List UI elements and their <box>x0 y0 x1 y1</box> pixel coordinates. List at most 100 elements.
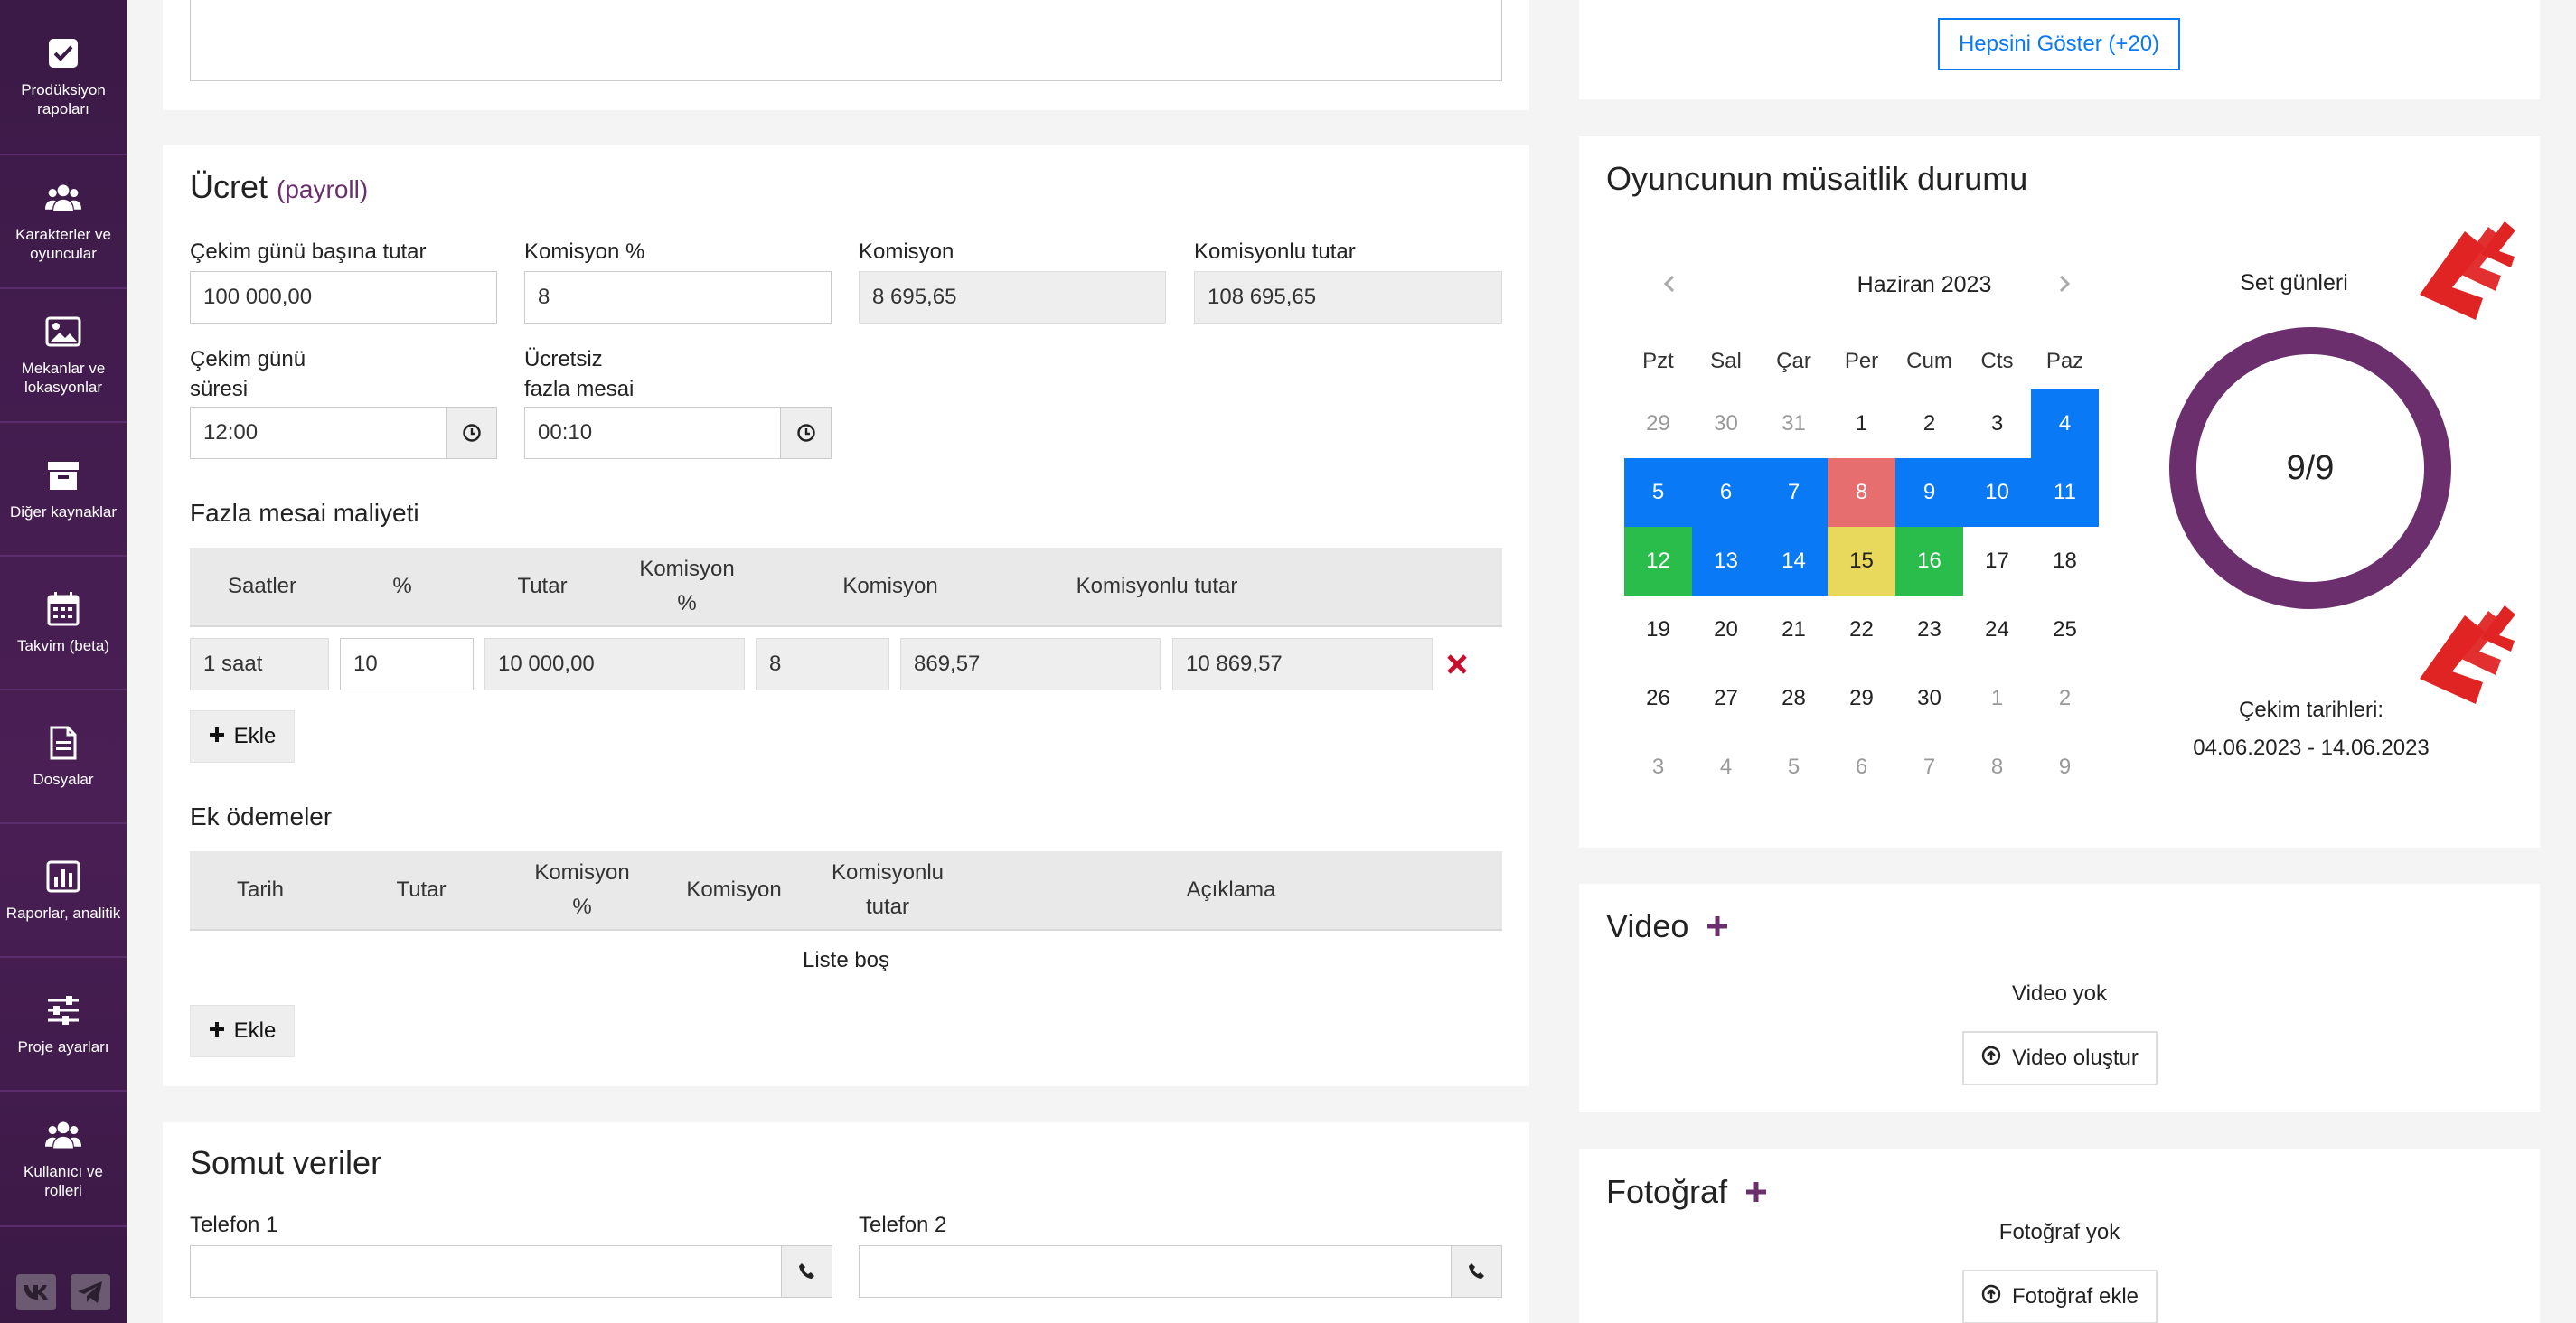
overtime-commission: 869,57 <box>900 638 1161 690</box>
phone2-input[interactable] <box>859 1245 1502 1298</box>
payroll-panel: Ücret (payroll) Çekim günü başına tutar … <box>163 145 1529 1086</box>
duration-input[interactable]: 12:00 <box>190 407 497 459</box>
calendar-day[interactable]: 11 <box>2031 458 2099 527</box>
calendar-day[interactable]: 14 <box>1760 527 1828 596</box>
sidebar: Prodüksiyon rapoları Karakterler ve oyun… <box>0 0 127 1323</box>
photo-empty: Fotoğraf yok <box>1998 1220 2120 1244</box>
overtime-commission-pct: 8 <box>756 638 889 690</box>
chevron-left-icon[interactable] <box>1660 274 1680 294</box>
free-overtime-input[interactable]: 00:10 <box>524 407 832 459</box>
calendar-day[interactable]: 5 <box>1787 755 1800 779</box>
calendar-day[interactable]: 4 <box>2031 389 2099 458</box>
calendar-day[interactable]: 16 <box>1895 527 1963 596</box>
availability-title: Oyuncunun müsaitlik durumu <box>1606 160 2028 197</box>
calendar-day[interactable]: 26 <box>1646 686 1670 710</box>
contact-title: Somut veriler <box>190 1144 382 1181</box>
nav-project-settings[interactable]: Proje ayarları <box>0 958 127 1092</box>
add-extra-payment-button[interactable]: Ekle <box>190 1005 295 1057</box>
calendar-weekday: Sal <box>1710 349 1742 373</box>
calendar-weekday: Çar <box>1776 349 1811 373</box>
calendar-day[interactable]: 22 <box>1849 617 1874 642</box>
calendar-weekday: Per <box>1844 349 1879 373</box>
calendar-day[interactable]: 1 <box>1990 686 2004 710</box>
calendar-day[interactable]: 19 <box>1646 617 1670 642</box>
payroll-title: Ücret (payroll) <box>190 168 369 205</box>
calendar-day[interactable]: 29 <box>1646 411 1670 436</box>
calendar-day[interactable]: 24 <box>1985 617 2009 642</box>
calendar-day[interactable]: 8 <box>1828 458 1895 527</box>
users-icon <box>45 180 81 216</box>
commission-pct-label: Komisyon % <box>524 239 645 264</box>
nav-calendar[interactable]: Takvim (beta) <box>0 557 127 690</box>
overtime-pct-input[interactable]: 10 <box>340 638 474 690</box>
calendar-day[interactable]: 18 <box>2053 549 2077 573</box>
contact-panel: Somut veriler Telefon 1 Telefon 2 <box>163 1122 1529 1323</box>
calendar-day[interactable]: 25 <box>2053 617 2077 642</box>
phone1-input[interactable] <box>190 1245 832 1298</box>
nav-other-resources[interactable]: Diğer kaynaklar <box>0 423 127 557</box>
add-overtime-button[interactable]: Ekle <box>190 710 295 763</box>
video-panel: Video Video yok Video oluştur <box>1579 884 2540 1112</box>
calendar-day[interactable]: 3 <box>1651 755 1665 779</box>
calendar-day[interactable]: 30 <box>1714 411 1738 436</box>
calendar-day[interactable]: 8 <box>1990 755 2004 779</box>
clock-icon[interactable] <box>446 408 496 458</box>
calendar-day[interactable]: 6 <box>1692 458 1760 527</box>
nav-label: Mekanlar ve lokasyonlar <box>21 360 106 396</box>
calendar-day[interactable]: 7 <box>1760 458 1828 527</box>
calendar-day[interactable]: 12 <box>1624 527 1692 596</box>
calendar-day[interactable]: 21 <box>1782 617 1806 642</box>
calendar-day[interactable]: 20 <box>1714 617 1738 642</box>
calendar-day[interactable]: 27 <box>1714 686 1738 710</box>
calendar-day[interactable]: 10 <box>1963 458 2031 527</box>
nav-characters[interactable]: Karakterler ve oyuncular <box>0 155 127 289</box>
calendar-day[interactable]: 9 <box>2058 755 2072 779</box>
calendar-day[interactable]: 4 <box>1719 755 1733 779</box>
calendar-day[interactable]: 29 <box>1849 686 1874 710</box>
col-date: Tarih <box>236 877 285 902</box>
delete-row-icon[interactable] <box>1445 652 1469 676</box>
calendar-day[interactable]: 1 <box>1855 411 1868 436</box>
calendar-day[interactable]: 3 <box>1990 411 2004 436</box>
calendar-day[interactable]: 15 <box>1828 527 1895 596</box>
calendar-day[interactable]: 2 <box>2058 686 2072 710</box>
add-photo-button[interactable]: Fotoğraf ekle <box>1962 1270 2158 1323</box>
chart-icon <box>45 859 81 895</box>
video-title: Video <box>1606 907 1728 945</box>
plus-icon[interactable] <box>1706 907 1728 945</box>
calendar-day[interactable]: 17 <box>1985 549 2009 573</box>
calendar-day[interactable]: 2 <box>1923 411 1936 436</box>
notes-textarea[interactable] <box>190 0 1502 81</box>
chevron-right-icon[interactable] <box>2054 274 2073 294</box>
nav-reports[interactable]: Raporlar, analitik <box>0 824 127 958</box>
plus-icon[interactable] <box>1745 1173 1767 1211</box>
phone-icon <box>1451 1246 1501 1297</box>
vk-icon[interactable] <box>16 1274 56 1310</box>
calendar-day[interactable]: 28 <box>1782 686 1806 710</box>
show-all-button[interactable]: Hepsini Göster (+20) <box>1938 18 2180 70</box>
calendar-day[interactable]: 13 <box>1692 527 1760 596</box>
calendar-day[interactable]: 6 <box>1855 755 1868 779</box>
calendar-day[interactable]: 30 <box>1917 686 1941 710</box>
nav-production-reports[interactable]: Prodüksiyon rapoları <box>0 0 127 155</box>
calendar-day[interactable]: 7 <box>1923 755 1936 779</box>
commission-pct-input[interactable]: 8 <box>524 271 832 324</box>
upload-icon <box>1981 1046 2001 1072</box>
calendar-day[interactable]: 31 <box>1782 411 1806 436</box>
calendar-day[interactable]: 5 <box>1624 458 1692 527</box>
col-pct: % <box>392 574 412 598</box>
nav-files[interactable]: Dosyalar <box>0 690 127 824</box>
calendar-day[interactable]: 9 <box>1895 458 1963 527</box>
clock-icon[interactable] <box>780 408 831 458</box>
nav-locations[interactable]: Mekanlar ve lokasyonlar <box>0 289 127 423</box>
create-video-button[interactable]: Video oluştur <box>1962 1031 2158 1085</box>
telegram-icon[interactable] <box>71 1274 110 1310</box>
calendar-weekday: Pzt <box>1642 349 1674 373</box>
per-day-input[interactable]: 100 000,00 <box>190 271 497 324</box>
payroll-subtitle: (payroll) <box>277 175 369 203</box>
plus-icon <box>209 1018 225 1044</box>
overtime-hours: 1 saat <box>190 638 329 690</box>
calendar-day[interactable]: 23 <box>1917 617 1941 642</box>
nav-users-roles[interactable]: Kullanıcı ve rolleri <box>0 1092 127 1227</box>
per-day-label: Çekim günü başına tutar <box>190 239 427 264</box>
